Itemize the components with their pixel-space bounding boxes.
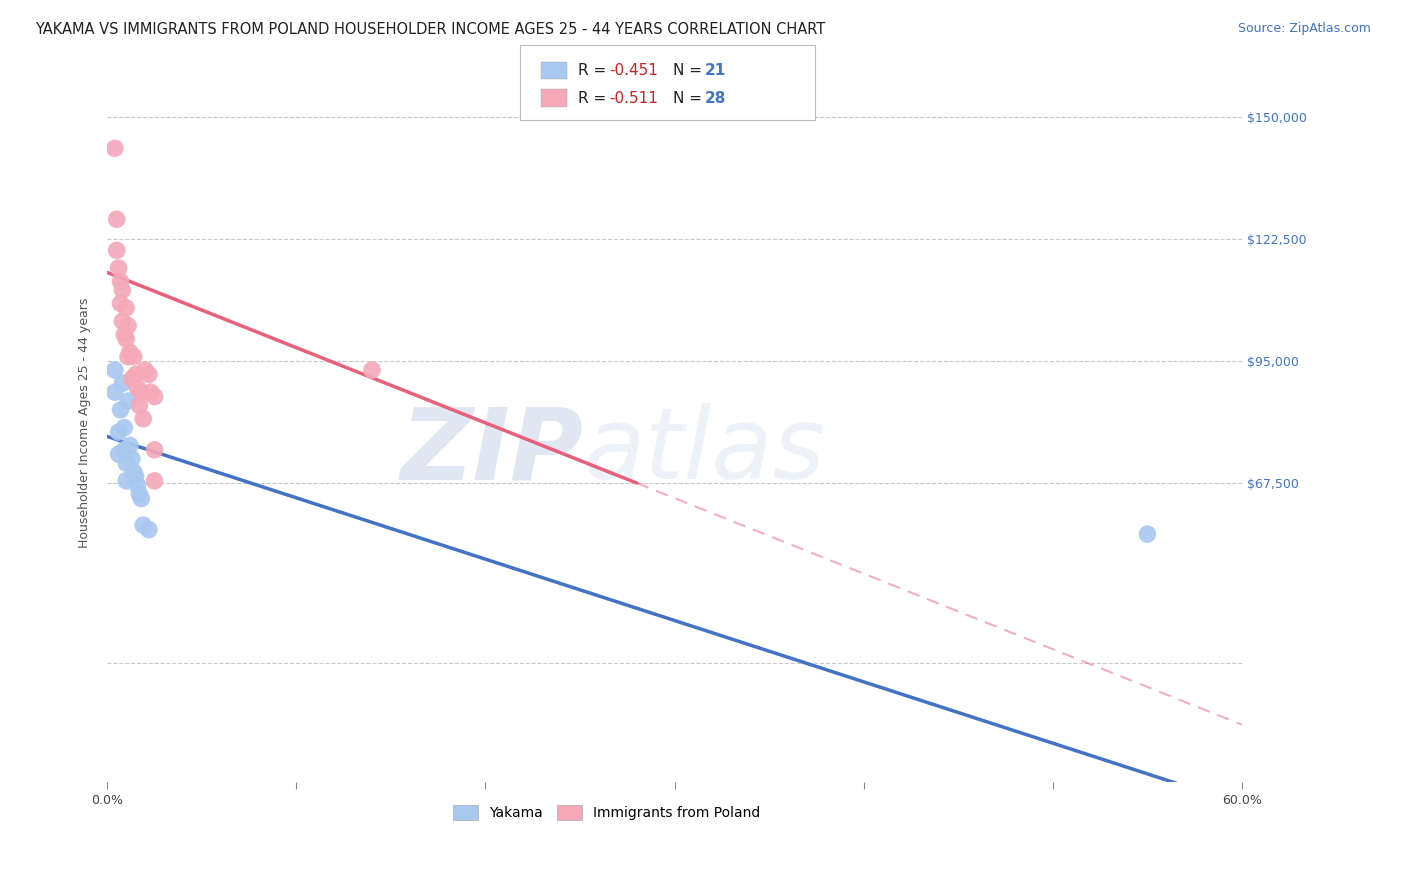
- Point: [104, 141, 127, 155]
- Text: YAKAMA VS IMMIGRANTS FROM POLAND HOUSEHOLDER INCOME AGES 25 - 44 YEARS CORRELATI: YAKAMA VS IMMIGRANTS FROM POLAND HOUSEHO…: [35, 22, 825, 37]
- Point: [115, 456, 138, 470]
- Text: -0.511: -0.511: [609, 91, 658, 105]
- Point: [107, 425, 129, 439]
- Point: [112, 442, 135, 457]
- Point: [143, 390, 166, 404]
- Text: ZIP: ZIP: [401, 403, 583, 500]
- Point: [122, 350, 145, 364]
- Point: [127, 478, 149, 492]
- Point: [128, 487, 150, 501]
- Point: [132, 411, 155, 425]
- Point: [1136, 527, 1159, 541]
- Text: R =: R =: [578, 63, 612, 78]
- Point: [115, 332, 138, 346]
- Point: [122, 465, 145, 479]
- Point: [138, 523, 160, 537]
- Point: [121, 372, 143, 386]
- Point: [111, 283, 134, 297]
- Point: [132, 518, 155, 533]
- Point: [117, 350, 139, 364]
- Point: [115, 474, 138, 488]
- Point: [117, 394, 139, 409]
- Point: [139, 385, 162, 400]
- Point: [105, 244, 128, 258]
- Point: [361, 363, 384, 377]
- Point: [129, 491, 152, 506]
- Point: [107, 447, 129, 461]
- Point: [118, 438, 141, 452]
- Y-axis label: Householder Income Ages 25 - 44 years: Householder Income Ages 25 - 44 years: [79, 298, 91, 549]
- Point: [115, 301, 138, 315]
- Text: R =: R =: [578, 91, 612, 105]
- Point: [143, 442, 166, 457]
- Point: [124, 469, 146, 483]
- Point: [127, 381, 149, 395]
- Point: [128, 399, 150, 413]
- Legend: Yakama, Immigrants from Poland: Yakama, Immigrants from Poland: [447, 800, 766, 826]
- Point: [143, 474, 166, 488]
- Text: 28: 28: [704, 91, 725, 105]
- Text: -0.451: -0.451: [609, 63, 658, 78]
- Point: [134, 363, 156, 377]
- Point: [112, 420, 135, 434]
- Point: [112, 327, 135, 342]
- Point: [138, 368, 160, 382]
- Text: atlas: atlas: [583, 403, 825, 500]
- Point: [110, 296, 132, 310]
- Point: [121, 451, 143, 466]
- Point: [104, 363, 127, 377]
- Point: [124, 368, 146, 382]
- Point: [117, 318, 139, 333]
- Point: [104, 385, 127, 400]
- Text: N =: N =: [673, 91, 707, 105]
- Text: Source: ZipAtlas.com: Source: ZipAtlas.com: [1237, 22, 1371, 36]
- Point: [129, 385, 152, 400]
- Point: [105, 212, 128, 227]
- Text: 21: 21: [704, 63, 725, 78]
- Text: N =: N =: [673, 63, 707, 78]
- Point: [110, 403, 132, 417]
- Point: [110, 274, 132, 288]
- Point: [111, 314, 134, 328]
- Point: [107, 260, 129, 275]
- Point: [111, 376, 134, 391]
- Point: [118, 345, 141, 359]
